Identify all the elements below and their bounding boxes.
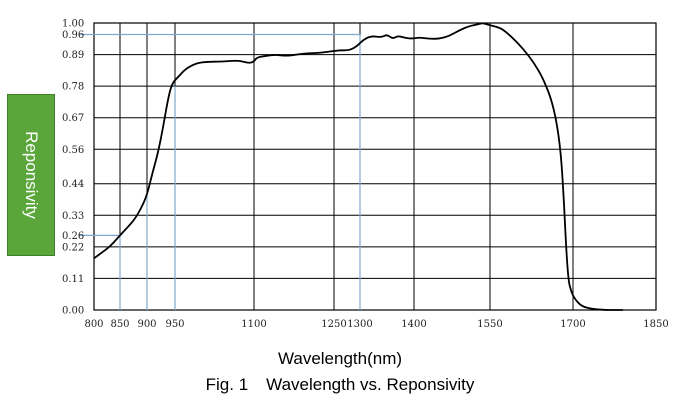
y-tick-label-0_26: 0.26 xyxy=(62,231,84,242)
y-tick-label-0_11: 0.11 xyxy=(62,274,84,285)
y-axis-label-box: Reponsivity xyxy=(7,94,55,256)
y-tick-label-0_89: 0.89 xyxy=(62,50,84,61)
y-tick-label-0_78: 0.78 xyxy=(62,82,84,93)
chart: 0.00 0.11 0.220.26 0.33 0.44 0.56 0.67 0.78 0.89… xyxy=(62,19,669,331)
y-tick-label-1: 1.00 xyxy=(62,19,84,30)
y-tick-label-0_56: 0.56 xyxy=(62,145,84,156)
y-tick-label-0_33: 0.33 xyxy=(62,211,84,222)
figure-caption-number: Fig. 1 xyxy=(205,375,249,394)
responsivity-curve xyxy=(93,22,623,311)
x-tick-label-1300: 1300 xyxy=(347,319,372,330)
x-tick-label-1700: 1700 xyxy=(560,319,585,330)
x-tick-label-850: 850 xyxy=(110,319,129,330)
x-tick-label-800: 800 xyxy=(84,319,103,330)
x-tick-label-950: 950 xyxy=(165,319,184,330)
x-tick-label-1850: 1850 xyxy=(643,319,668,330)
y-axis-label: Reponsivity xyxy=(22,131,41,219)
plot-area-frame xyxy=(93,22,657,311)
x-axis-label: Wavelength(nm) xyxy=(277,349,403,368)
x-tick-label-900: 900 xyxy=(137,319,156,330)
x-tick-label-1250: 1250 xyxy=(321,319,346,330)
y-tick-label-0_44: 0.44 xyxy=(62,179,84,190)
x-tick-label-1400: 1400 xyxy=(401,319,426,330)
y-tick-label-0_22: 0.22 xyxy=(62,242,84,253)
y-tick-label-0_96: 0.96 xyxy=(62,30,84,41)
x-tick-label-1100: 1100 xyxy=(241,319,266,330)
y-tick-label-0: 0.00 xyxy=(62,306,84,317)
figure-caption: Fig. 1 Wavelength vs. Reponsivity xyxy=(0,375,680,395)
figure-caption-text: Wavelength vs. Reponsivity xyxy=(266,375,475,394)
x-tick-label-1550: 1550 xyxy=(477,319,502,330)
y-tick-label-0_67: 0.67 xyxy=(62,113,84,124)
